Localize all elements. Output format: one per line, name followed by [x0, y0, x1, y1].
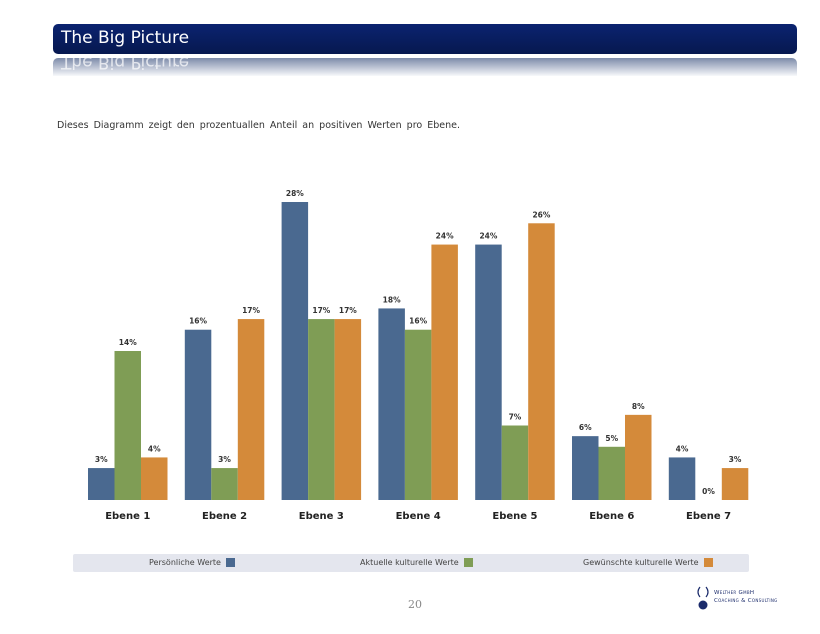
company-logo: Welther GmbH Coaching & Consulting — [696, 585, 796, 611]
bar-persoenlich-6 — [572, 436, 599, 500]
data-label-aktuell-6: 5% — [605, 434, 618, 443]
data-label-aktuell-7: 0% — [702, 487, 715, 496]
data-label-gewuenscht-1: 4% — [148, 444, 161, 453]
legend-item-persoenlich: Persönliche Werte — [149, 558, 235, 567]
chart-legend: Persönliche Werte Aktuelle kulturelle We… — [73, 554, 749, 572]
bar-persoenlich-2 — [184, 329, 212, 500]
bar-aktuell-5 — [501, 425, 529, 500]
bar-persoenlich-1 — [88, 468, 115, 500]
data-label-gewuenscht-4: 24% — [436, 232, 454, 241]
page-number: 20 — [408, 598, 422, 611]
legend-item-gewuenscht: Gewünschte kulturelle Werte — [583, 558, 713, 567]
data-label-persoenlich-4: 18% — [383, 295, 401, 304]
bar-persoenlich-3 — [281, 202, 309, 500]
bar-aktuell-2 — [211, 468, 238, 500]
bar-aktuell-3 — [308, 319, 335, 500]
chart-description: Dieses Diagramm zeigt den prozentuallen … — [57, 120, 460, 131]
bar-aktuell-1 — [114, 351, 141, 500]
data-label-persoenlich-6: 6% — [579, 423, 592, 432]
data-label-aktuell-5: 7% — [509, 413, 522, 422]
data-label-persoenlich-7: 4% — [676, 444, 689, 453]
legend-label-persoenlich: Persönliche Werte — [149, 558, 221, 567]
category-label-2: Ebene 2 — [202, 511, 247, 522]
title-reflection: The Big Picture — [53, 58, 797, 76]
data-label-gewuenscht-6: 8% — [632, 402, 645, 411]
legend-swatch-aktuell — [463, 558, 473, 567]
data-label-aktuell-4: 16% — [409, 317, 427, 326]
bar-chart: 3% 14% 4% Ebene 1 16% 3% 17% Ebene 2 28% 17% 17% Eb… — [88, 189, 749, 522]
title-bar: The Big Picture — [53, 24, 797, 54]
bar-aktuell-4 — [404, 329, 432, 500]
logo-mark-icon — [697, 586, 709, 610]
data-label-gewuenscht-7: 3% — [729, 455, 742, 464]
data-label-gewuenscht-3: 17% — [339, 306, 357, 315]
data-label-persoenlich-1: 3% — [95, 455, 108, 464]
bar-persoenlich-7 — [668, 457, 696, 500]
bar-gewuenscht-1 — [141, 457, 168, 500]
logo-line-1: Welther GmbH — [714, 590, 755, 596]
bar-persoenlich-5 — [475, 244, 502, 500]
page-title: The Big Picture — [61, 28, 190, 48]
data-label-aktuell-2: 3% — [218, 455, 231, 464]
legend-item-aktuell: Aktuelle kulturelle Werte — [360, 558, 473, 567]
data-label-persoenlich-3: 28% — [286, 189, 304, 198]
data-label-gewuenscht-2: 17% — [242, 306, 260, 315]
legend-swatch-gewuenscht — [703, 558, 713, 567]
bar-gewuenscht-5 — [528, 223, 555, 501]
data-label-gewuenscht-5: 26% — [532, 210, 550, 219]
category-label-5: Ebene 5 — [492, 511, 537, 522]
bar-gewuenscht-2 — [237, 319, 265, 500]
data-label-aktuell-3: 17% — [312, 306, 330, 315]
logo-line-2: Coaching & Consulting — [714, 598, 778, 604]
bar-gewuenscht-4 — [431, 244, 458, 500]
category-label-4: Ebene 4 — [396, 511, 441, 522]
bar-gewuenscht-6 — [625, 414, 652, 500]
legend-swatch-persoenlich — [225, 558, 235, 567]
logo-text: Welther GmbH Coaching & Consulting — [714, 589, 778, 605]
category-label-3: Ebene 3 — [299, 511, 344, 522]
category-label-1: Ebene 1 — [105, 511, 150, 522]
bar-persoenlich-4 — [378, 308, 405, 500]
legend-label-gewuenscht: Gewünschte kulturelle Werte — [583, 558, 699, 567]
category-label-6: Ebene 6 — [589, 511, 634, 522]
data-label-aktuell-1: 14% — [119, 338, 137, 347]
data-label-persoenlich-2: 16% — [189, 317, 207, 326]
legend-label-aktuell: Aktuelle kulturelle Werte — [360, 558, 459, 567]
bar-gewuenscht-7 — [721, 468, 749, 500]
data-label-persoenlich-5: 24% — [479, 232, 497, 241]
bar-aktuell-6 — [598, 446, 625, 500]
category-label-7: Ebene 7 — [686, 511, 731, 522]
bar-gewuenscht-3 — [334, 319, 362, 500]
